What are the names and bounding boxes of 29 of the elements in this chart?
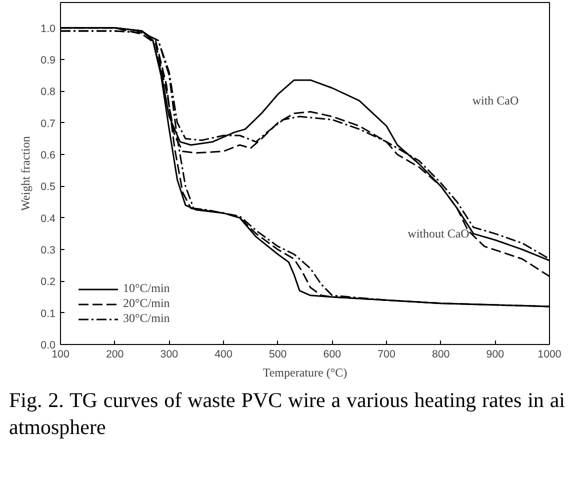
legend-label: 10°C/min [123, 281, 170, 296]
annotation: without CaO [408, 226, 470, 240]
annotation: with CaO [472, 94, 519, 108]
x-tick-label: 800 [432, 348, 450, 360]
y-tick-label: 0.6 [40, 150, 56, 162]
x-tick-label: 600 [323, 348, 342, 360]
x-tick-label: 200 [106, 348, 124, 360]
x-tick-label: 700 [378, 348, 396, 360]
y-tick-label: 0.1 [40, 308, 56, 320]
x-tick-label: 900 [486, 348, 504, 360]
y-tick-label: 0.8 [40, 86, 56, 98]
y-tick-label: 0.4 [40, 212, 56, 225]
legend-label: 30°C/min [123, 311, 170, 326]
x-tick-label: 500 [268, 348, 287, 360]
y-tick-label: 0.9 [40, 54, 56, 66]
x-tick-label: 1000 [538, 348, 562, 360]
caption: Fig. 2. TG curves of waste PVC wire a various heating rates in ai atmosphere [9, 387, 565, 442]
y-tick-label: 1.0 [40, 22, 56, 35]
y-axis-title: Weight fraction [18, 136, 33, 211]
legend-label: 20°C/min [123, 296, 170, 311]
y-tick-label: 0.2 [40, 276, 56, 288]
y-tick-label: 0.7 [40, 118, 56, 130]
y-tick-label: 0.5 [40, 181, 56, 194]
x-axis-title: Temperature (°C) [262, 366, 348, 380]
x-tick-label: 300 [160, 348, 178, 360]
x-tick-label: 400 [214, 348, 232, 360]
y-tick-label: 0.3 [40, 244, 56, 256]
y-tick-label: 0.0 [40, 340, 56, 352]
x-tick-label: 100 [52, 348, 70, 360]
